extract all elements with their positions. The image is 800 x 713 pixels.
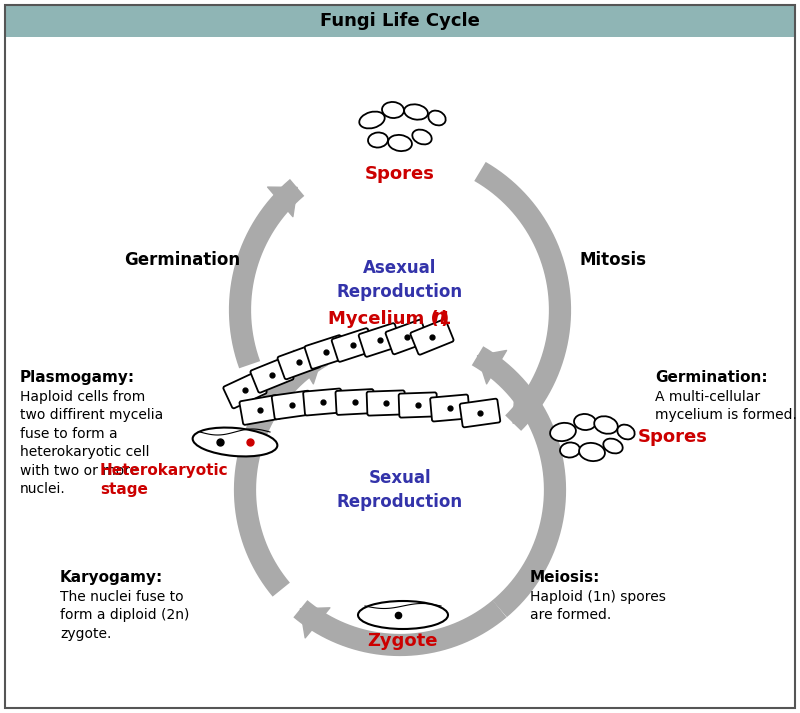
Ellipse shape [618, 425, 634, 439]
Text: Spores: Spores [365, 165, 435, 183]
Text: Sexual
Reproduction: Sexual Reproduction [337, 469, 463, 511]
Text: n: n [432, 308, 445, 326]
Ellipse shape [594, 416, 618, 434]
FancyBboxPatch shape [366, 391, 406, 416]
Ellipse shape [412, 130, 432, 145]
Text: A multi-cellular
mycelium is formed.: A multi-cellular mycelium is formed. [655, 390, 797, 422]
Ellipse shape [388, 135, 412, 151]
FancyBboxPatch shape [305, 335, 347, 369]
Ellipse shape [358, 601, 448, 629]
Text: Germination: Germination [124, 251, 240, 269]
FancyBboxPatch shape [223, 371, 266, 409]
Text: Spores: Spores [638, 428, 708, 446]
FancyBboxPatch shape [332, 328, 374, 361]
Text: The nuclei fuse to
form a diploid (2n)
zygote.: The nuclei fuse to form a diploid (2n) z… [60, 590, 190, 641]
FancyBboxPatch shape [386, 319, 429, 354]
Ellipse shape [560, 443, 580, 458]
Ellipse shape [550, 423, 576, 441]
Ellipse shape [579, 443, 605, 461]
FancyBboxPatch shape [460, 399, 500, 427]
Ellipse shape [359, 111, 385, 128]
Ellipse shape [574, 414, 596, 430]
Text: Haploid (1n) spores
are formed.: Haploid (1n) spores are formed. [530, 590, 666, 622]
Text: ): ) [441, 310, 450, 328]
Text: Haploid cells from
two diffirent mycelia
fuse to form a
heterokaryotic cell
with: Haploid cells from two diffirent mycelia… [20, 390, 163, 496]
FancyBboxPatch shape [250, 357, 294, 393]
Text: Heterokaryotic
stage: Heterokaryotic stage [100, 463, 229, 496]
Text: Karyogamy:: Karyogamy: [60, 570, 163, 585]
Text: Mycelium (1: Mycelium (1 [328, 310, 451, 328]
FancyBboxPatch shape [239, 395, 281, 425]
FancyBboxPatch shape [410, 319, 454, 354]
FancyBboxPatch shape [358, 323, 402, 356]
FancyBboxPatch shape [335, 389, 374, 415]
Text: Plasmogamy:: Plasmogamy: [20, 370, 135, 385]
Ellipse shape [428, 111, 446, 125]
Text: Fungi Life Cycle: Fungi Life Cycle [320, 12, 480, 30]
Text: Mitosis: Mitosis [579, 251, 646, 269]
FancyBboxPatch shape [278, 344, 321, 379]
Ellipse shape [368, 133, 388, 148]
FancyBboxPatch shape [430, 394, 470, 421]
Text: Germination:: Germination: [655, 370, 768, 385]
Bar [5, 5, 795, 37]
Ellipse shape [193, 428, 278, 456]
Text: Asexual
Reproduction: Asexual Reproduction [337, 260, 463, 301]
Ellipse shape [603, 438, 622, 453]
FancyBboxPatch shape [398, 392, 438, 418]
Text: Zygote: Zygote [368, 632, 438, 650]
Ellipse shape [404, 104, 428, 120]
Ellipse shape [382, 102, 404, 118]
FancyBboxPatch shape [303, 389, 343, 416]
FancyBboxPatch shape [272, 391, 312, 419]
Text: Meiosis:: Meiosis: [530, 570, 600, 585]
